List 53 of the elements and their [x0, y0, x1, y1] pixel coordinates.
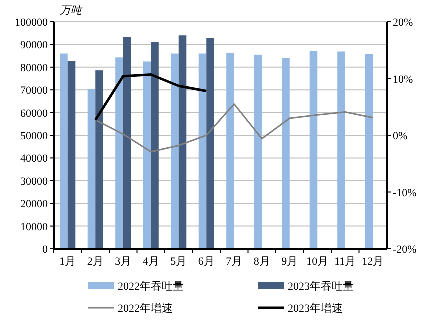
line-series [94, 104, 374, 153]
legend-label: 2022年增速 [118, 302, 173, 315]
x-tick-label: 7月 [226, 256, 243, 268]
bar [365, 54, 374, 249]
y-tick-label: 100000 [15, 17, 48, 29]
x-tick-label: 2月 [87, 256, 104, 268]
bar [96, 70, 104, 249]
x-tick-label: 1月 [60, 256, 76, 268]
y-axis-title: 万吨 [60, 4, 84, 17]
bar [226, 53, 234, 249]
bar [171, 54, 179, 249]
y2-tick-label: 0% [393, 130, 408, 142]
y2-tick-label: 20% [393, 17, 414, 29]
x-tick-label: 8月 [254, 256, 270, 268]
y-tick-label: 0 [42, 244, 48, 256]
bar [206, 38, 214, 249]
y-tick-label: 40000 [20, 153, 48, 166]
y-tick-label: 20000 [20, 198, 48, 211]
legend-label: 2022年吞吐量 [118, 280, 184, 293]
x-tick-label: 6月 [198, 256, 215, 268]
bar [310, 51, 318, 249]
bar [254, 54, 262, 249]
bar [282, 58, 290, 249]
x-tick-label: 10月 [306, 256, 329, 268]
y2-tick-label: 10% [393, 74, 414, 86]
bar [68, 61, 76, 249]
y2-tick-label: -10% [393, 187, 417, 200]
bar [178, 36, 187, 249]
x-tick-label: 9月 [282, 256, 298, 268]
bar [88, 88, 96, 249]
legend-label: 2023年吞吐量 [288, 280, 354, 293]
line-series [94, 74, 208, 122]
bar [151, 42, 159, 249]
x-tick-label: 5月 [170, 256, 188, 268]
y-tick-label: 50000 [20, 130, 48, 142]
y-tick-label: 80000 [20, 62, 48, 74]
bar [198, 54, 207, 249]
legend-label: 2023年增速 [288, 302, 343, 315]
bar [60, 54, 68, 249]
y-tick-label: 90000 [20, 40, 48, 52]
x-tick-label: 4月 [142, 256, 160, 268]
y2-tick-label: -20% [393, 244, 417, 256]
y-tick-label: 60000 [20, 108, 48, 120]
x-tick-label: 3月 [115, 256, 132, 268]
bar [143, 62, 152, 249]
y-tick-label: 70000 [20, 85, 48, 98]
y-tick-label: 30000 [20, 176, 48, 188]
bar [123, 37, 132, 249]
x-tick-label: 12月 [362, 256, 384, 268]
x-tick-label: 11月 [334, 256, 356, 268]
bar [116, 58, 124, 249]
y-tick-label: 10000 [20, 221, 48, 234]
bar [338, 52, 346, 249]
